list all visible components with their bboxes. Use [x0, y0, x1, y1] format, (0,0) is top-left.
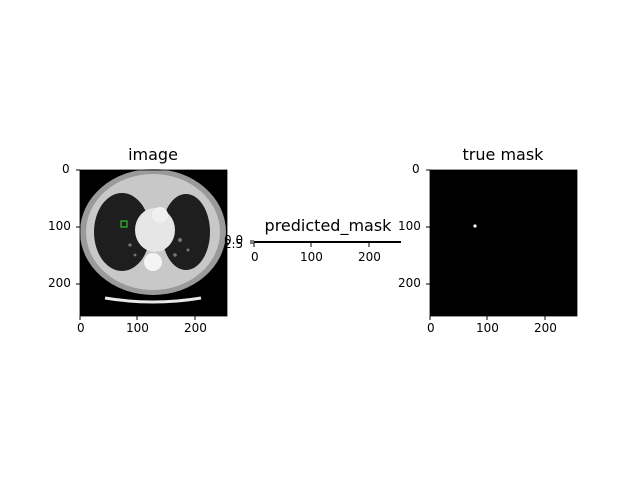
true-axes-frame [429, 169, 578, 317]
pred-ytick-0: 0.0 [224, 233, 244, 247]
pred-xtick-200: 200 [358, 250, 381, 264]
ct-vessel [186, 248, 190, 252]
predicted-mask-title: predicted_mask [264, 216, 392, 235]
true-xtick-0: 0 [427, 321, 435, 335]
ct-right-lung [162, 194, 210, 270]
ct-aorta [152, 207, 168, 223]
true-xtick-200: 200 [534, 321, 557, 335]
predicted-mask-panel [250, 240, 401, 247]
image-xtick-0: 0 [77, 321, 85, 335]
ct-vessel [178, 238, 182, 242]
nodule-marker [120, 220, 128, 228]
true-mask-title: true mask [462, 145, 544, 164]
ct-image-panel [76, 169, 228, 320]
true-ytick-100: 100 [398, 219, 421, 233]
image-axes-frame [79, 169, 228, 317]
true-ytick-200: 200 [398, 276, 421, 290]
ct-vessel [128, 243, 132, 247]
image-ytick-0: 0 [62, 162, 70, 176]
true-mask-panel [426, 169, 578, 320]
predicted-mask-strip [254, 241, 401, 243]
image-xtick-100: 100 [126, 321, 149, 335]
pred-ytick-2-5: 2.5 [224, 237, 244, 251]
pred-xtick-100: 100 [300, 250, 323, 264]
true-xtick-100: 100 [476, 321, 499, 335]
image-xtick-200: 200 [184, 321, 207, 335]
image-title: image [128, 145, 178, 164]
true-ytick-0: 0 [412, 162, 420, 176]
image-ytick-100: 100 [48, 219, 71, 233]
true-mask-image [430, 170, 577, 316]
ct-spine [144, 253, 162, 271]
pred-xtick-0: 0 [251, 250, 259, 264]
image-ytick-200: 200 [48, 276, 71, 290]
true-mask-spot [473, 224, 477, 228]
ct-vessel [133, 253, 137, 257]
ct-left-lung [94, 193, 150, 271]
ct-table [104, 296, 202, 304]
ct-vessel [173, 253, 177, 257]
